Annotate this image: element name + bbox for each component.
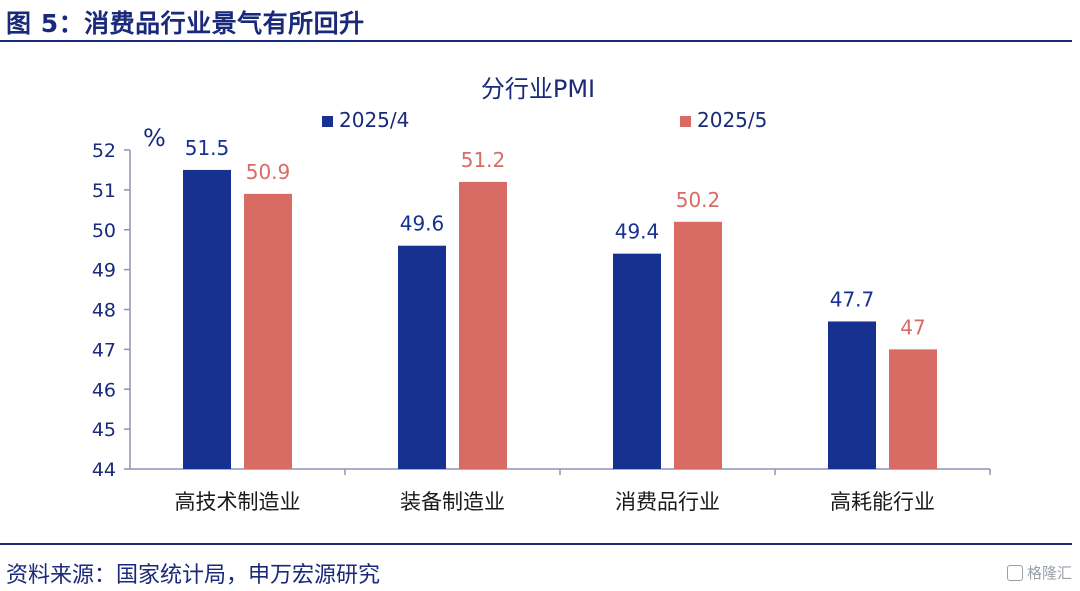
bar-2025-4-1 <box>183 169 231 469</box>
x-category-label: 装备制造业 <box>400 490 505 514</box>
watermark-text: 格隆汇 <box>1026 564 1072 582</box>
watermark: 格隆汇 <box>1006 562 1072 583</box>
data-label: 51.2 <box>461 148 506 172</box>
y-tick-label: 47 <box>92 339 116 361</box>
source-note: 资料来源：国家统计局，申万宏源研究 <box>6 563 381 588</box>
y-tick-label: 52 <box>92 140 116 162</box>
data-label: 50.2 <box>676 188 721 212</box>
y-axis-unit-label: % <box>143 124 166 152</box>
data-label: 49.6 <box>400 212 445 236</box>
bar-2025-5-3 <box>674 221 722 469</box>
watermark-logo-icon <box>1006 564 1023 581</box>
data-label: 47 <box>900 315 925 339</box>
data-label: 51.5 <box>185 136 230 160</box>
data-label: 47.7 <box>830 287 875 311</box>
bottom-divider <box>0 543 1072 545</box>
chart-title: 分行业PMI <box>481 75 595 103</box>
y-tick-label: 45 <box>92 419 116 441</box>
legend-label-2025-4: 2025/4 <box>339 108 409 132</box>
top-divider <box>0 40 1072 42</box>
x-category-label: 高技术制造业 <box>175 490 301 514</box>
y-tick-label: 51 <box>92 180 116 202</box>
bar-2025-5-2 <box>459 181 507 469</box>
figure-title: 图 5：消费品行业景气有所回升 <box>6 9 365 38</box>
legend-swatch-2025-5 <box>680 116 691 127</box>
bar-2025-5-4 <box>889 349 937 469</box>
legend-label-2025-5: 2025/5 <box>697 108 767 132</box>
y-tick-label: 48 <box>92 300 116 322</box>
data-label: 49.4 <box>615 220 660 244</box>
bar-2025-4-4 <box>828 321 876 469</box>
legend-swatch-2025-4 <box>322 116 333 127</box>
x-category-label: 消费品行业 <box>615 490 720 514</box>
y-tick-label: 46 <box>92 379 116 401</box>
y-tick-label: 44 <box>92 459 116 481</box>
bar-2025-4-3 <box>613 253 661 469</box>
bar-2025-5-1 <box>244 193 292 470</box>
bar-2025-4-2 <box>398 245 446 469</box>
y-tick-label: 50 <box>92 220 116 242</box>
data-label: 50.9 <box>246 160 291 184</box>
x-category-label: 高耗能行业 <box>830 490 935 514</box>
y-tick-label: 49 <box>92 260 116 282</box>
